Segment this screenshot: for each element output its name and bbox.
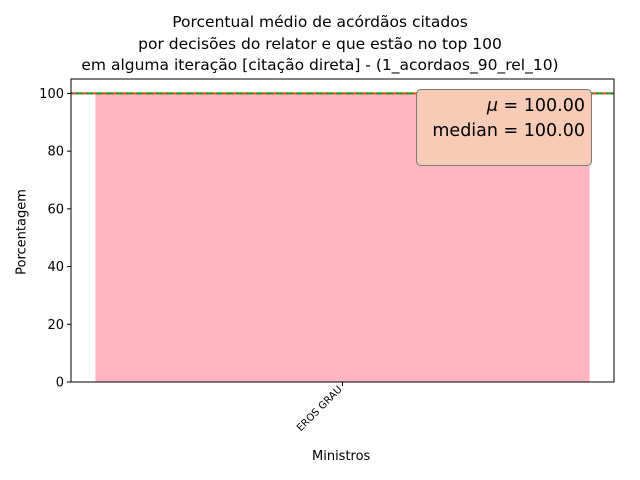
y-tick-label-20: 20 xyxy=(47,318,64,333)
x-axis-label: Ministros xyxy=(312,449,371,464)
chart-title-line-2: por decisões do relator e que estão no t… xyxy=(138,35,502,53)
mean-value-text: = 100.00 xyxy=(497,96,585,116)
chart-title-line-3: em alguma iteração [citação direta] - (1… xyxy=(81,56,559,74)
y-tick-label-100: 100 xyxy=(39,87,64,102)
chart-title-line-1: Porcentual médio de acórdãos citados xyxy=(172,13,468,31)
y-tick-label-40: 40 xyxy=(47,260,64,275)
y-tick-label-0: 0 xyxy=(56,376,64,391)
median-stat: median = 100.00 xyxy=(432,121,585,141)
mean-stat: μ = 100.00 xyxy=(417,94,585,119)
y-tick-label-80: 80 xyxy=(47,145,64,160)
y-axis-label: Porcentagem xyxy=(14,189,30,275)
y-tick-label-60: 60 xyxy=(47,202,64,217)
stats-legend-box: μ = 100.00 median = 100.00 xyxy=(416,89,592,166)
x-tick-label-0: EROS GRAU xyxy=(295,384,345,434)
mu-symbol: μ xyxy=(486,96,498,116)
